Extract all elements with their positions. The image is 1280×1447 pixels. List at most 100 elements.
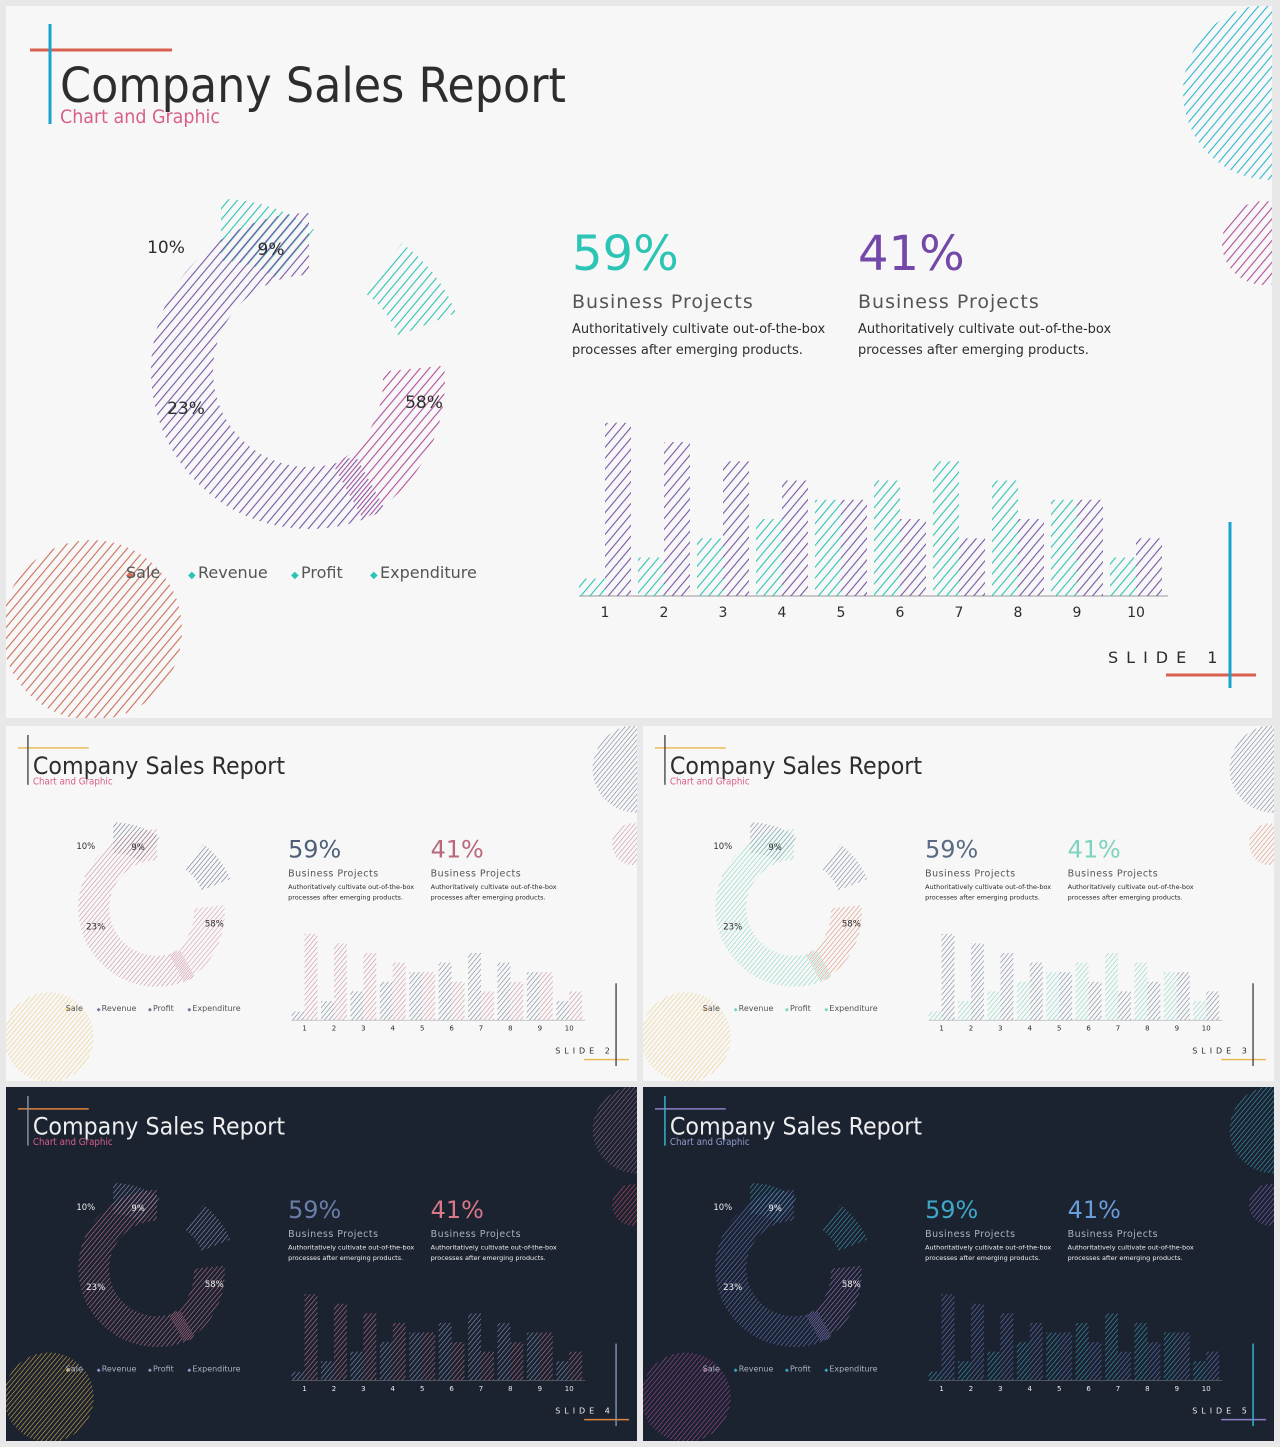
bar-series-1: [1134, 962, 1148, 1021]
slide-1[interactable]: Company Sales Report Chart and Graphic 10%…: [6, 6, 1272, 718]
bar-series-1: [987, 1351, 1001, 1381]
stat1-value: 59%: [925, 836, 978, 864]
bar-series-2: [1206, 1351, 1220, 1381]
bar-series-2: [1029, 1322, 1043, 1381]
legend-label: Profit: [153, 1364, 174, 1373]
bar-series-1: [1075, 962, 1089, 1021]
bar-series-2: [1136, 538, 1162, 596]
bar-tick-label: 8: [1145, 1385, 1149, 1393]
bar-series-2: [1117, 1351, 1131, 1381]
bar-tick-label: 7: [479, 1385, 483, 1393]
bar-series-1: [1046, 972, 1060, 1021]
bar-tick-label: 9: [1175, 1025, 1179, 1033]
stat2-heading: Business Projects: [1068, 1229, 1158, 1240]
donut-data-label: 23%: [167, 399, 205, 419]
bar-series-1: [556, 1000, 570, 1021]
legend-marker: ◆: [291, 570, 299, 581]
stat2-description: processes after emerging products.: [1068, 894, 1183, 902]
bar-series-2: [841, 499, 867, 596]
bar-series-1: [1163, 972, 1177, 1021]
bar-tick-label: 1: [302, 1025, 306, 1033]
legend-label: Profit: [790, 1364, 811, 1373]
legend-marker: ◆: [734, 1007, 738, 1013]
legend-label: Sale: [703, 1004, 720, 1013]
bar-series-1: [1110, 557, 1136, 596]
decor-circle-top-right: [1183, 6, 1272, 180]
bar-series-1: [992, 480, 1018, 596]
legend-label: Profit: [153, 1004, 174, 1013]
slide-3[interactable]: Company Sales Report Chart and Graphic 10%…: [643, 726, 1274, 1081]
bar-series-2: [941, 1294, 955, 1381]
legend-label: Sale: [126, 563, 160, 582]
legend-label: Revenue: [739, 1004, 774, 1013]
bar-tick-label: 1: [939, 1025, 943, 1033]
bar-series-1: [958, 1000, 971, 1021]
bar-series-1: [928, 1371, 942, 1381]
stat1-value: 59%: [925, 1196, 978, 1224]
bar-series-2: [900, 519, 926, 596]
stat1-description: processes after emerging products.: [288, 894, 403, 902]
donut-data-label: 58%: [842, 1279, 861, 1289]
bar-tick-label: 9: [538, 1385, 542, 1393]
stat1-heading: Business Projects: [925, 1229, 1015, 1240]
bar-series-2: [1059, 972, 1073, 1021]
stat1-heading: Business Projects: [288, 869, 379, 880]
decor-circle-top-right: [592, 726, 637, 813]
stat2-value: 41%: [858, 226, 965, 282]
bar-series-2: [569, 1351, 583, 1381]
decor-circle-right: [612, 1183, 637, 1226]
slide-5[interactable]: Company Sales Report Chart and Graphic 10%…: [643, 1087, 1274, 1441]
donut-data-label: 9%: [768, 842, 781, 852]
legend-marker: ◆: [126, 570, 134, 581]
stat2-description: Authoritatively cultivate out-of-the-box: [1068, 883, 1194, 891]
bar-series-1: [815, 499, 841, 596]
legend-label: Expenditure: [192, 1004, 240, 1013]
decor-circle-top-right: [592, 1087, 637, 1174]
donut-data-label: 10%: [147, 238, 185, 258]
bar-series-1: [291, 1011, 305, 1021]
bar-series-2: [333, 1303, 347, 1381]
stat2-heading: Business Projects: [431, 869, 522, 880]
donut-data-label: 10%: [76, 841, 95, 851]
legend-label: Profit: [790, 1004, 811, 1013]
legend-label: Expenditure: [380, 563, 477, 582]
bar-series-1: [556, 1361, 570, 1381]
donut-data-label: 23%: [86, 921, 105, 931]
stat2-description: processes after emerging products.: [858, 343, 1089, 358]
page-title: Company Sales Report: [60, 58, 566, 114]
bar-series-1: [438, 1322, 452, 1381]
bar-series-2: [1176, 1332, 1190, 1381]
stat2-description: processes after emerging products.: [431, 894, 546, 902]
bar-series-1: [1105, 1313, 1118, 1381]
donut-data-label: 10%: [713, 841, 732, 851]
bar-series-1: [1134, 1322, 1148, 1381]
bar-series-2: [970, 1303, 984, 1381]
donut-data-label: 9%: [131, 1203, 144, 1213]
bar-series-1: [958, 1361, 971, 1381]
stat2-value: 41%: [1068, 1196, 1121, 1224]
slide-4[interactable]: Company Sales Report Chart and Graphic 10%…: [6, 1087, 637, 1441]
slide-number-label: SLIDE 2: [555, 1047, 614, 1056]
slide-2[interactable]: Company Sales Report Chart and Graphic 10%…: [6, 726, 637, 1081]
bar-tick-label: 6: [1086, 1385, 1090, 1393]
bar-series-2: [480, 1351, 494, 1381]
bar-series-2: [605, 422, 631, 596]
bar-series-2: [422, 1332, 436, 1381]
bar-series-1: [987, 991, 1001, 1021]
legend-marker: ◆: [824, 1007, 828, 1013]
bar-series-1: [756, 519, 782, 596]
bar-series-1: [1051, 499, 1077, 596]
bar-series-2: [304, 1294, 318, 1381]
legend-label: Sale: [66, 1004, 83, 1013]
bar-tick-label: 1: [939, 1385, 943, 1393]
stat1-description: processes after emerging products.: [288, 1254, 403, 1262]
bar-series-1: [321, 1361, 334, 1381]
bar-tick-label: 8: [1145, 1025, 1149, 1033]
stat2-heading: Business Projects: [431, 1229, 521, 1240]
bar-series-2: [1147, 981, 1161, 1021]
legend-marker: ◆: [785, 1007, 789, 1013]
bar-series-1: [1193, 1000, 1207, 1021]
page-subtitle: Chart and Graphic: [33, 1137, 113, 1148]
slide-number-label: SLIDE 4: [555, 1407, 614, 1416]
